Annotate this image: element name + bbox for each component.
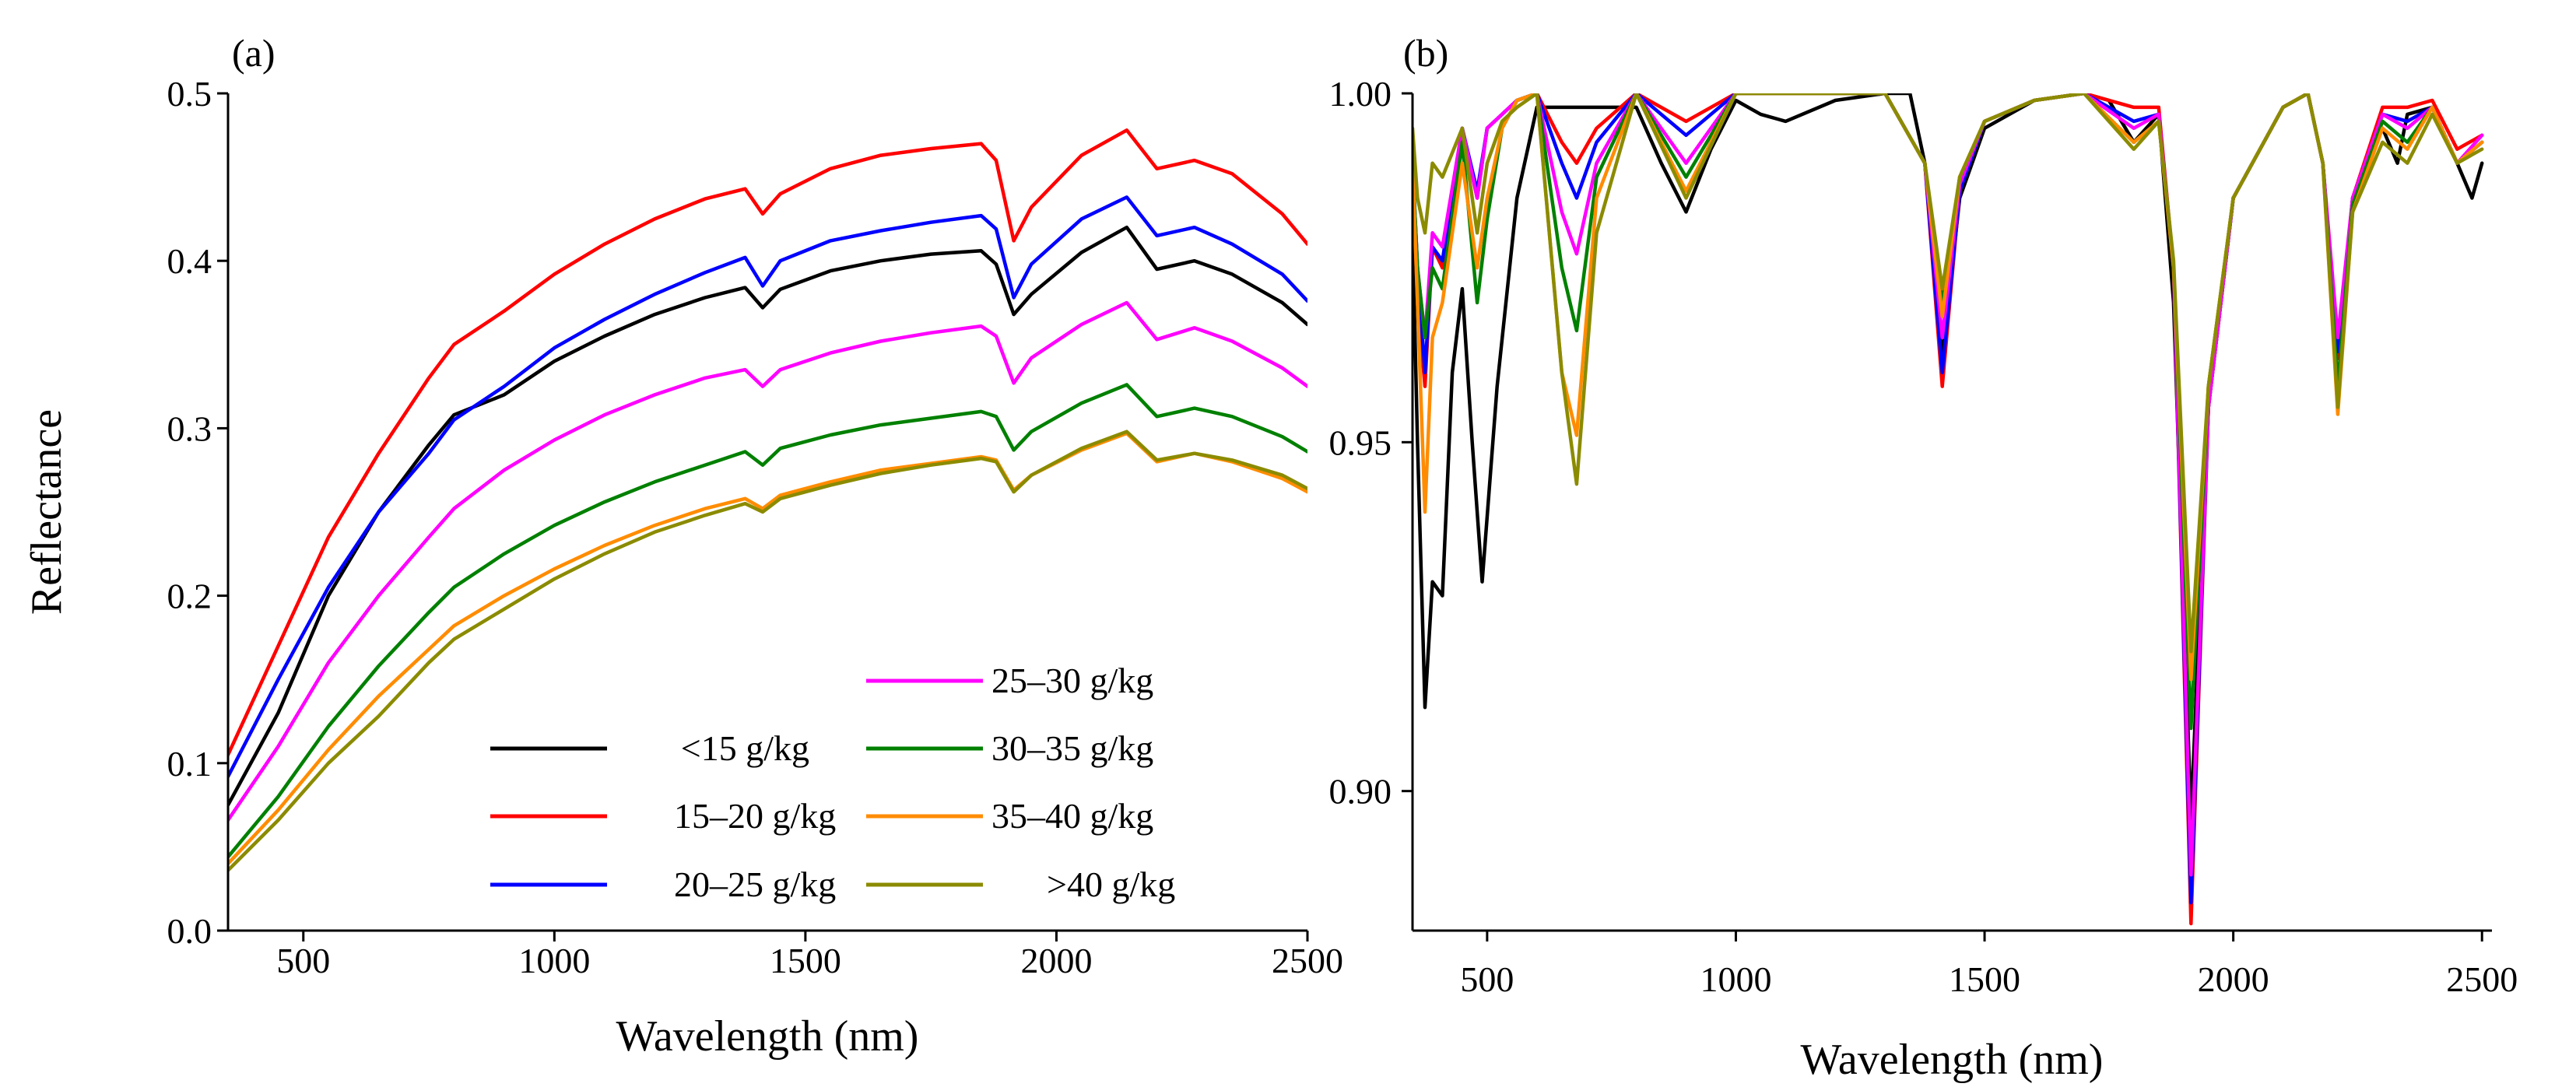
legend-label: 30–35 g/kg xyxy=(991,728,1153,768)
panel-b-series-line-5 xyxy=(1413,93,2484,682)
panel-b-x-tick-label: 500 xyxy=(1460,959,1514,999)
panel-a-y-axis-title: Reflectance xyxy=(23,409,71,615)
panel-b-y-tick-label: 1.00 xyxy=(1329,74,1392,114)
legend-label: <15 g/kg xyxy=(681,728,809,768)
panel-a-y-tick-label: 0.0 xyxy=(167,911,212,951)
panel-a-y-tick-label: 0.5 xyxy=(167,74,212,114)
panel-b-y-tick-label: 0.95 xyxy=(1329,423,1392,462)
legend-label: 20–25 g/kg xyxy=(674,864,836,904)
panel-b-chart: (b) 500 1000 1500 2000 2500 0.90 0.95 1.00 Wave… xyxy=(1329,31,2518,1084)
panel-b-series-line-1 xyxy=(1413,93,2484,926)
panel-a-x-tick-label: 1000 xyxy=(518,941,590,980)
panel-a-x-tick-label: 500 xyxy=(276,941,330,980)
legend-label: 25–30 g/kg xyxy=(991,661,1153,700)
panel-b-series-line-3 xyxy=(1413,93,2484,877)
panel-a-chart: (a) 500 1000 1500 2000 2500 0.0 0.1 0.2 0.3 0.4 0.… xyxy=(23,31,1343,1061)
legend-label: 35–40 g/kg xyxy=(991,796,1153,836)
panel-a-y-tick-label: 0.4 xyxy=(167,241,212,281)
panel-b-y-tick-label: 0.90 xyxy=(1329,772,1392,812)
panel-b-label: (b) xyxy=(1403,31,1448,75)
panel-b-series-line-6 xyxy=(1413,93,2484,654)
panel-b-x-tick-label: 1000 xyxy=(1700,959,1771,999)
panel-a-series-line-3 xyxy=(228,300,1307,822)
panel-b-x-tick-label: 1500 xyxy=(1949,959,2020,999)
panel-a-label: (a) xyxy=(232,31,275,75)
panel-a-series-line-1 xyxy=(228,128,1307,757)
panel-a-x-tick-label: 1500 xyxy=(770,941,841,980)
panel-a-series-line-4 xyxy=(228,383,1307,859)
panel-b-series-line-2 xyxy=(1413,93,2484,905)
legend-label: >40 g/kg xyxy=(1047,864,1175,904)
panel-a-series-line-0 xyxy=(228,225,1307,807)
panel-a-y-tick-label: 0.3 xyxy=(167,409,212,448)
panel-a-x-axis-title: Wavelength (nm) xyxy=(616,1012,919,1061)
panel-a-series-line-2 xyxy=(228,195,1307,779)
legend-label: 15–20 g/kg xyxy=(674,796,836,836)
panel-b-x-tick-label: 2000 xyxy=(2198,959,2269,999)
panel-a-x-tick-label: 2500 xyxy=(1272,941,1343,980)
panel-b-x-axis-title: Wavelength (nm) xyxy=(1801,1036,2104,1084)
panel-b-x-tick-label: 2500 xyxy=(2446,959,2518,999)
panel-a-x-tick-label: 2000 xyxy=(1020,941,1092,980)
panel-a-y-tick-label: 0.1 xyxy=(167,744,212,784)
panel-a-series-line-6 xyxy=(228,430,1307,872)
panel-a-y-tick-label: 0.2 xyxy=(167,577,212,616)
legend: <15 g/kg 15–20 g/kg 20–25 g/kg 25–30 g/kg 30… xyxy=(490,661,1175,904)
